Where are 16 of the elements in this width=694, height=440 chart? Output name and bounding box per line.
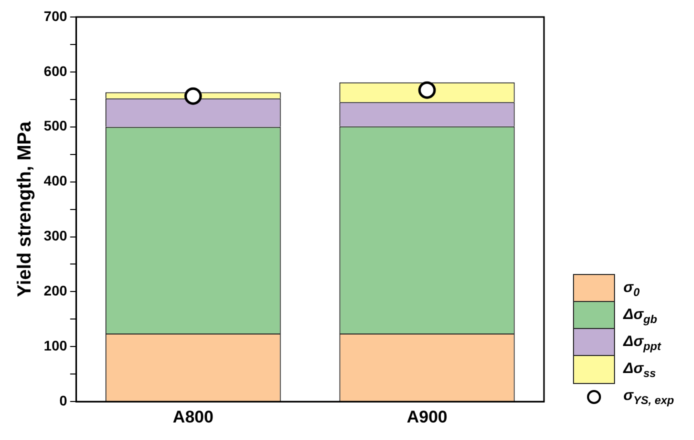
legend-label: Δσ$_{ss}$	[623, 360, 656, 380]
legend-label: Δσ$_{ppt}$	[623, 332, 661, 352]
x-tick-label: A800	[172, 407, 214, 426]
legend-label: Δσ$_{gb}$	[623, 306, 658, 326]
y-tick-label: 400	[44, 172, 68, 189]
y-axis-title: Yield strength, MPa	[14, 121, 36, 298]
x-tick-label: A900	[406, 407, 448, 426]
y-tick-label: 700	[44, 8, 68, 24]
y-tick-label: 300	[44, 228, 68, 244]
y-tick-label: 200	[44, 282, 68, 299]
y-tick-label: 500	[44, 118, 68, 134]
legend-label: σ$_{YS, exp}$	[623, 386, 674, 406]
y-tick-label: 600	[44, 62, 68, 79]
legend-label: σ$_{0}$	[623, 278, 640, 298]
y-tick-label: 100	[44, 338, 68, 354]
y-tick-label: 0	[59, 392, 68, 408]
